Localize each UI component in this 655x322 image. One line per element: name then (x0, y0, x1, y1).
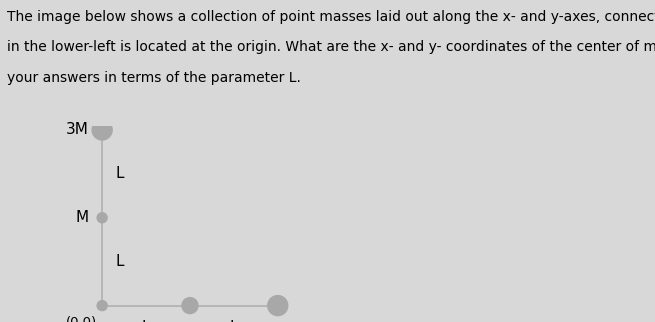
Text: your answers in terms of the parameter L.: your answers in terms of the parameter L… (7, 71, 301, 85)
Circle shape (92, 120, 112, 140)
Text: L: L (230, 320, 238, 322)
Text: 3M: 3M (66, 122, 89, 137)
Circle shape (182, 298, 198, 314)
Text: L: L (115, 166, 124, 181)
Text: The image below shows a collection of point masses laid out along the x- and y-a: The image below shows a collection of po… (7, 10, 655, 24)
Text: (0,0): (0,0) (66, 316, 98, 322)
Text: M: M (76, 210, 89, 225)
Circle shape (97, 301, 107, 311)
Circle shape (268, 296, 288, 316)
Text: L: L (115, 254, 124, 269)
Text: L: L (141, 320, 150, 322)
Circle shape (97, 213, 107, 223)
Text: in the lower-left is located at the origin. What are the x- and y- coordinates o: in the lower-left is located at the orig… (7, 40, 655, 54)
